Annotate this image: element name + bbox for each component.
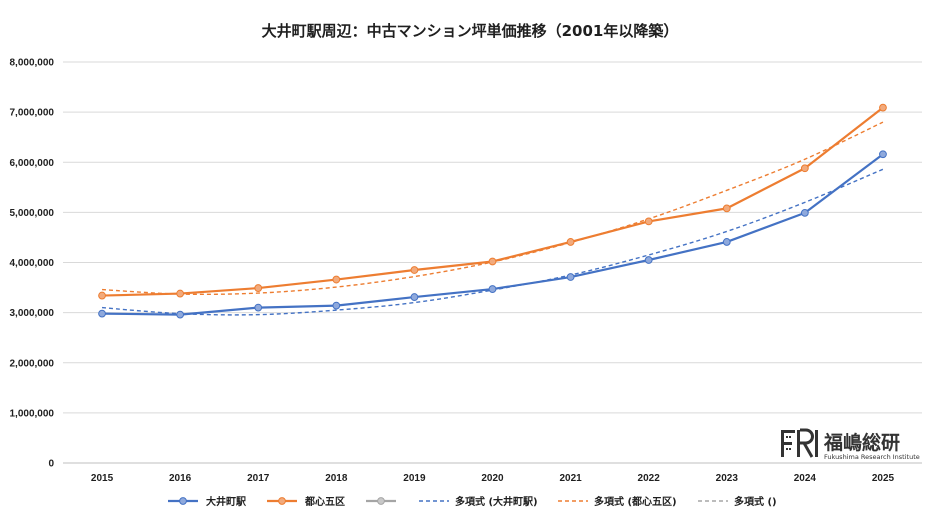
data-point <box>566 273 575 281</box>
data-point <box>98 309 106 318</box>
y-tick-label: 7,000,000 <box>10 108 55 119</box>
y-axis-tick-labels: 0 1,000,000 2,000,000 3,000,000 4,000,000 5,0… <box>10 58 55 470</box>
data-point <box>176 310 185 319</box>
data-point <box>879 103 887 112</box>
data-point <box>488 285 497 293</box>
y-tick-label: 8,000,000 <box>10 58 55 69</box>
x-tick-label: 2016 <box>169 473 192 484</box>
x-tick-label: 2025 <box>872 473 895 484</box>
legend-label: 多項式 (都心五区) <box>594 495 677 508</box>
y-tick-label: 3,000,000 <box>10 308 55 319</box>
x-tick-label: 2017 <box>247 473 270 484</box>
y-tick-label: 1,000,000 <box>10 408 55 419</box>
y-tick-label: 2,000,000 <box>10 358 55 369</box>
logo-name: 福嶋総研 <box>823 431 900 454</box>
legend-label: 大井町駅 <box>206 495 247 508</box>
data-point <box>410 266 419 274</box>
y-tick-label: 6,000,000 <box>10 158 55 169</box>
data-point <box>410 293 419 301</box>
data-point <box>566 238 575 246</box>
fri-logo-mark-icon <box>781 428 818 458</box>
data-point <box>722 238 731 246</box>
x-tick-label: 2018 <box>325 473 348 484</box>
data-point <box>332 275 341 284</box>
data-point <box>488 257 497 266</box>
x-tick-label: 2023 <box>716 473 739 484</box>
legend-label: 多項式 (大井町駅) <box>455 495 538 508</box>
legend-marker <box>179 497 187 505</box>
x-axis-tick-labels: 2015 2016 2017 2018 2019 2020 2021 2022 2023 2024… <box>91 473 895 484</box>
data-point <box>800 164 809 173</box>
data-point <box>800 208 809 217</box>
x-tick-label: 2021 <box>559 473 582 484</box>
x-tick-label: 2019 <box>403 473 426 484</box>
legend-marker <box>377 497 385 505</box>
data-point <box>98 291 106 300</box>
trendline-1 <box>102 121 884 296</box>
data-point <box>644 217 653 226</box>
data-point <box>722 204 731 213</box>
x-tick-label: 2024 <box>794 473 817 484</box>
legend-label: 多項式 () <box>734 495 777 508</box>
series-line-1 <box>102 106 884 297</box>
x-tick-label: 2020 <box>481 473 504 484</box>
data-point <box>644 256 653 264</box>
data-point <box>332 301 341 310</box>
logo-subtitle: Fukushima Research Institute <box>824 453 920 461</box>
data-point <box>254 284 263 292</box>
legend-marker <box>278 497 286 505</box>
fri-logo: 福嶋総研 Fukushima Research Institute <box>781 428 920 461</box>
legend-label: 都心五区 <box>304 495 345 508</box>
legend: 大井町駅 都心五区 多項式 (大井町駅) 多項式 (都心五区) 多項式 () <box>168 495 777 508</box>
data-point <box>879 150 887 159</box>
x-tick-label: 2022 <box>638 473 661 484</box>
y-tick-label: 5,000,000 <box>10 208 55 219</box>
data-point <box>176 289 185 298</box>
trendline-0 <box>101 168 884 316</box>
data-series <box>98 103 887 319</box>
chart-title: 大井町駅周辺：中古マンション坪単価推移（2001年以降築） <box>262 22 679 40</box>
data-point <box>254 303 263 312</box>
x-tick-label: 2015 <box>91 473 114 484</box>
y-tick-label: 0 <box>48 459 54 470</box>
y-tick-label: 4,000,000 <box>10 258 55 269</box>
